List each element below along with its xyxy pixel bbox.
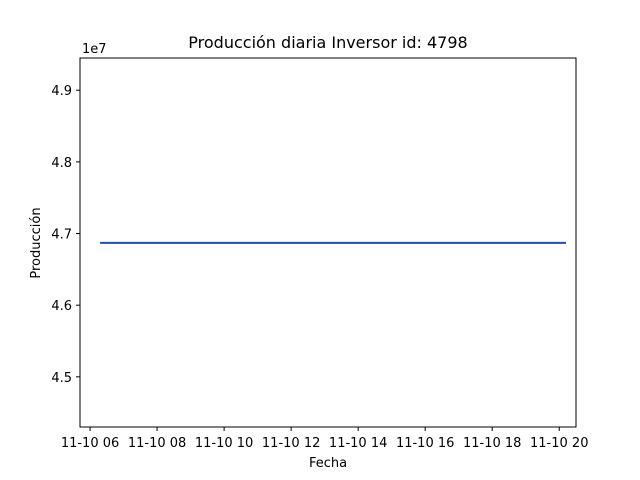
x-tick-label: 11-10 10	[195, 436, 253, 451]
x-axis-ticks: 11-10 06 11-10 08 11-10 10 11-10 12 11-10 14…	[61, 427, 588, 451]
y-tick-label: 4.8	[51, 156, 72, 171]
y-offset-label: 1e7	[82, 42, 107, 57]
y-tick-label: 4.7	[51, 228, 72, 243]
x-tick-label: 11-10 16	[396, 436, 454, 451]
y-tick-label: 4.6	[51, 299, 72, 314]
x-tick-label: 11-10 20	[530, 436, 588, 451]
x-axis-label: Fecha	[309, 456, 347, 471]
x-tick-label: 11-10 06	[61, 436, 119, 451]
x-tick-label: 11-10 18	[463, 436, 521, 451]
chart-title: Producción diaria Inversor id: 4798	[188, 33, 467, 52]
y-axis-ticks: 4.5 4.6 4.7 4.8 4.9	[51, 84, 80, 386]
x-tick-label: 11-10 12	[262, 436, 320, 451]
x-tick-label: 11-10 08	[128, 436, 186, 451]
y-tick-label: 4.9	[51, 84, 72, 99]
plot-frame	[79, 57, 577, 428]
y-axis-label: Producción	[29, 207, 44, 278]
y-tick-label: 4.5	[51, 371, 72, 386]
x-tick-label: 11-10 14	[329, 436, 387, 451]
